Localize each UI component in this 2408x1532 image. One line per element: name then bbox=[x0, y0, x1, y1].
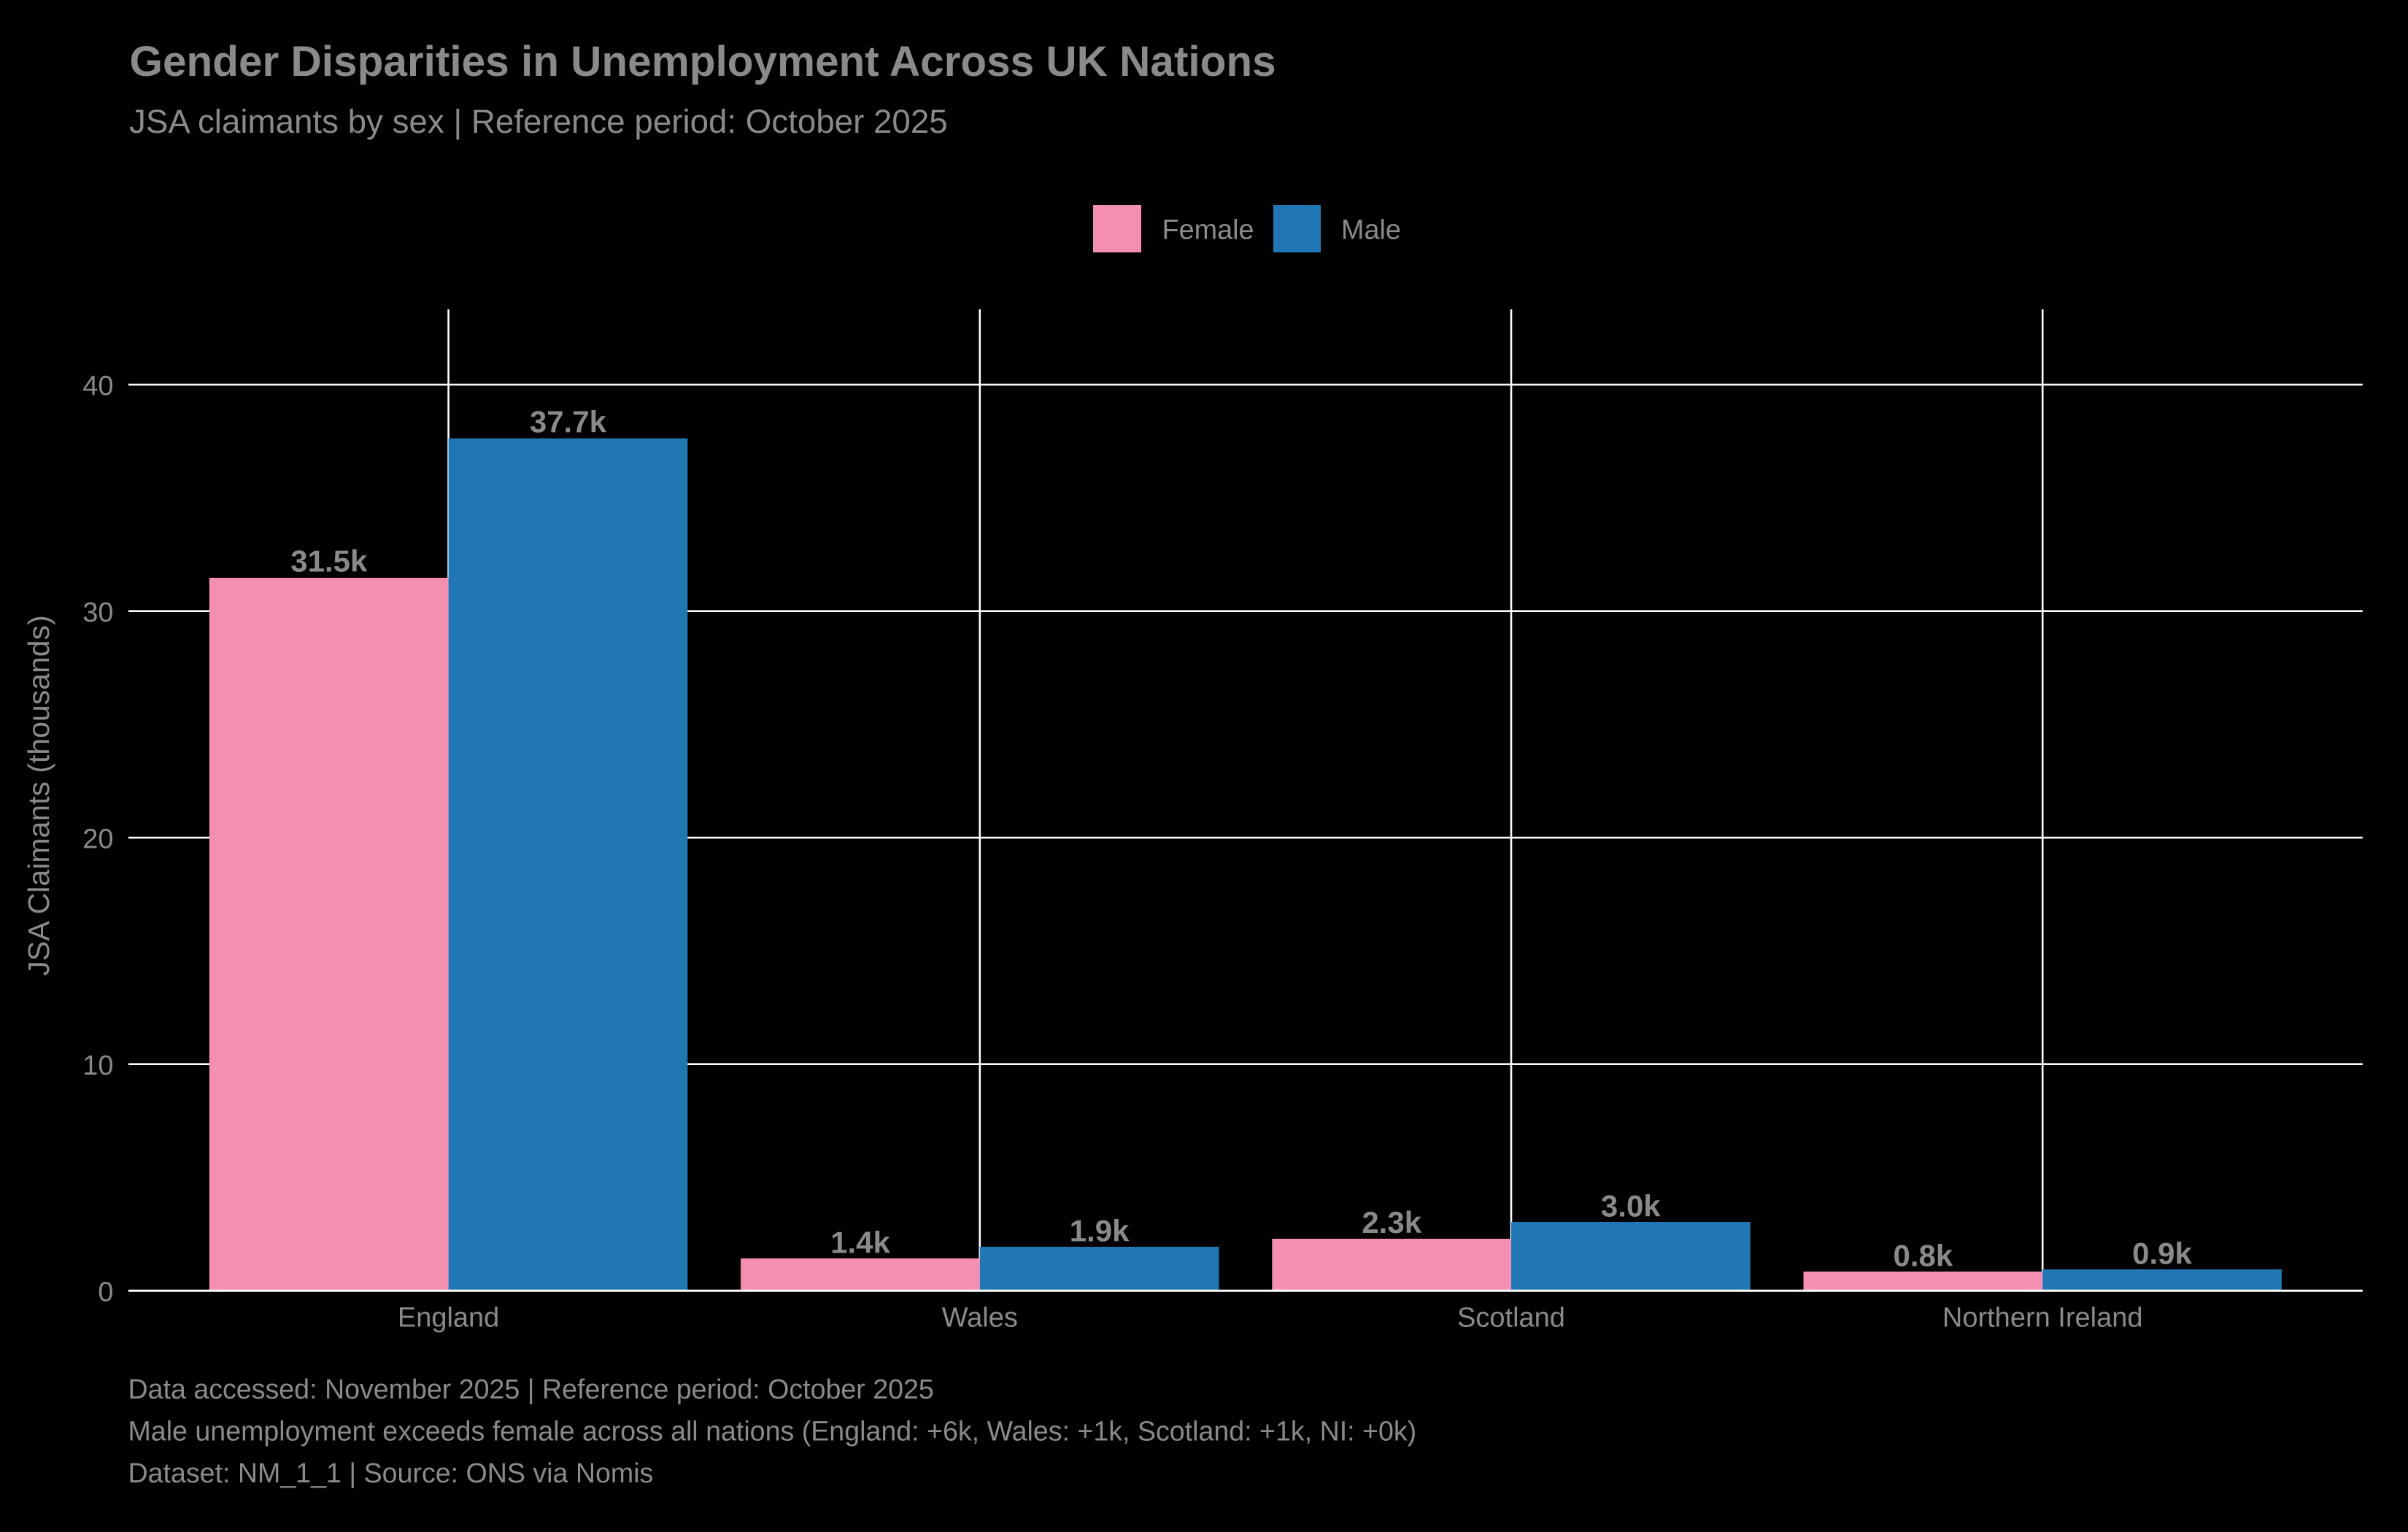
svg-text:JSA Claimants (thousands): JSA Claimants (thousands) bbox=[22, 615, 55, 976]
svg-text:England: England bbox=[398, 1303, 499, 1334]
svg-text:Female: Female bbox=[1162, 215, 1254, 246]
svg-text:Male unemployment exceeds fema: Male unemployment exceeds female across … bbox=[128, 1416, 1417, 1447]
svg-text:40: 40 bbox=[82, 371, 113, 402]
svg-text:0.9k: 0.9k bbox=[2132, 1236, 2192, 1270]
svg-text:Data accessed: November 2025 |: Data accessed: November 2025 | Reference… bbox=[128, 1374, 934, 1404]
svg-text:Wales: Wales bbox=[942, 1303, 1018, 1334]
svg-text:31.5k: 31.5k bbox=[290, 543, 368, 578]
svg-text:10: 10 bbox=[82, 1051, 113, 1081]
svg-text:2.3k: 2.3k bbox=[1362, 1205, 1421, 1239]
svg-text:3.0k: 3.0k bbox=[1601, 1188, 1661, 1223]
svg-text:0: 0 bbox=[98, 1277, 113, 1308]
svg-text:1.9k: 1.9k bbox=[1070, 1213, 1130, 1247]
svg-text:0.8k: 0.8k bbox=[1894, 1238, 1953, 1272]
svg-text:Gender Disparities in Unemploy: Gender Disparities in Unemployment Acros… bbox=[130, 38, 1276, 85]
svg-text:30: 30 bbox=[82, 597, 113, 628]
svg-text:37.7k: 37.7k bbox=[530, 404, 607, 438]
svg-text:20: 20 bbox=[82, 824, 113, 855]
svg-text:Scotland: Scotland bbox=[1457, 1303, 1565, 1334]
svg-text:Northern Ireland: Northern Ireland bbox=[1942, 1303, 2143, 1334]
svg-text:Dataset: NM_1_1 | Source: ONS: Dataset: NM_1_1 | Source: ONS via Nomis bbox=[128, 1458, 654, 1488]
svg-text:1.4k: 1.4k bbox=[830, 1225, 890, 1259]
svg-text:JSA claimants by sex | Referen: JSA claimants by sex | Reference period:… bbox=[129, 103, 948, 140]
svg-text:Male: Male bbox=[1341, 215, 1401, 246]
